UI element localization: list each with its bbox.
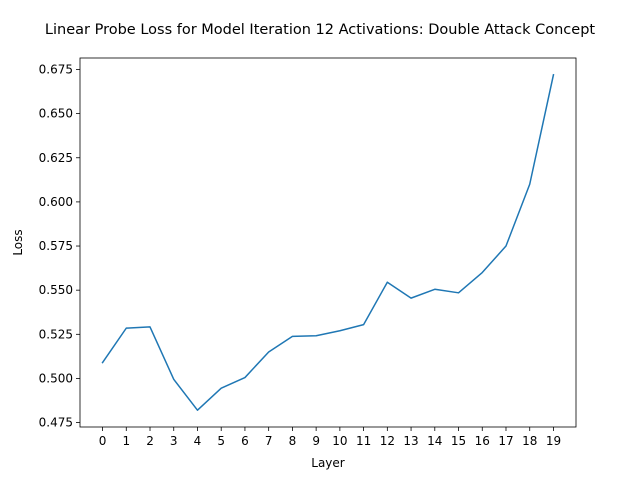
x-tick-label: 11	[356, 434, 371, 448]
x-tick-label: 0	[99, 434, 107, 448]
x-tick-label: 16	[475, 434, 490, 448]
chart-title: Linear Probe Loss for Model Iteration 12…	[45, 22, 596, 38]
x-tick-label: 13	[403, 434, 418, 448]
x-axis-label: Layer	[311, 456, 345, 470]
x-tick-label: 17	[498, 434, 513, 448]
y-tick-label: 0.500	[39, 371, 73, 385]
y-tick-label: 0.625	[39, 151, 73, 165]
y-tick-label: 0.675	[39, 62, 73, 76]
y-tick-label: 0.575	[39, 239, 73, 253]
y-tick-label: 0.550	[39, 283, 73, 297]
x-tick-label: 19	[546, 434, 561, 448]
y-tick-label: 0.650	[39, 107, 73, 121]
x-axis-ticks: 0 1 2 3 4 5 6 7 8 9 10 11 12 13 14 15 16 17 18 19	[99, 427, 561, 448]
x-tick-label: 5	[217, 434, 225, 448]
x-tick-label: 12	[380, 434, 395, 448]
y-axis-label: Loss	[11, 229, 25, 255]
x-tick-label: 7	[265, 434, 273, 448]
x-tick-label: 4	[194, 434, 202, 448]
series-line-loss	[101, 73, 555, 411]
x-tick-label: 2	[146, 434, 154, 448]
y-tick-label: 0.475	[39, 416, 73, 430]
x-tick-label: 10	[332, 434, 347, 448]
x-tick-label: 3	[170, 434, 178, 448]
y-tick-label: 0.525	[39, 327, 73, 341]
x-tick-label: 18	[522, 434, 537, 448]
x-tick-label: 6	[241, 434, 249, 448]
x-tick-label: 8	[289, 434, 297, 448]
y-axis-ticks: 0.475 0.500 0.525 0.550 0.575 0.600 0.625 0.650…	[39, 62, 80, 430]
x-tick-label: 9	[312, 434, 320, 448]
x-tick-label: 15	[451, 434, 466, 448]
x-tick-label: 1	[122, 434, 130, 448]
y-tick-label: 0.600	[39, 195, 73, 209]
x-tick-label: 14	[427, 434, 442, 448]
axes-frame	[79, 57, 577, 428]
